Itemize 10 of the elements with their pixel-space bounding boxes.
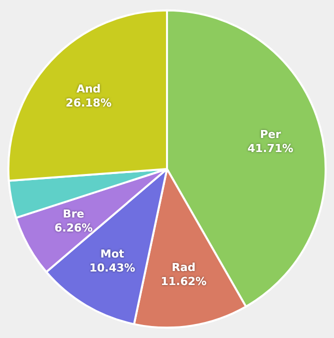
slice-label: Per [260, 128, 282, 141]
slice-label: Rad [172, 261, 196, 274]
data-label: 6.26% [54, 222, 93, 235]
data-label: 41.71% [248, 142, 294, 155]
slice-label: And [76, 82, 101, 96]
slice-label: Mot [100, 247, 124, 260]
slice-label: Bre [62, 208, 84, 221]
data-label: 26.18% [66, 96, 112, 110]
data-label: 10.43% [89, 261, 136, 274]
data-label: 11.62% [160, 275, 207, 288]
